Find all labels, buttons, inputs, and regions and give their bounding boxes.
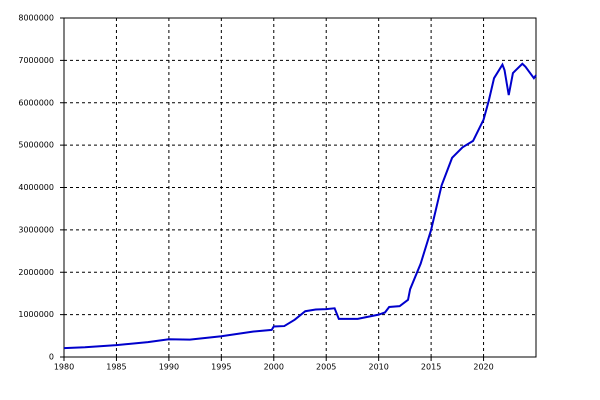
x-tick-label: 2005	[316, 363, 336, 372]
y-tick-label: 5000000	[18, 141, 54, 150]
y-tick-label: 4000000	[18, 183, 54, 192]
y-tick-label: 7000000	[18, 56, 54, 65]
data-line	[63, 62, 537, 350]
y-tick-label: 3000000	[18, 225, 54, 234]
x-tick-label: 2000	[264, 363, 284, 372]
x-tick-label: 2020	[473, 363, 493, 372]
y-tick-label: 2000000	[18, 268, 54, 277]
x-tick-label: 1995	[211, 363, 231, 372]
x-tick-label: 1980	[54, 363, 74, 372]
x-tick-label: 1990	[159, 363, 179, 372]
y-tick-label: 1000000	[18, 310, 54, 319]
x-tick-label: 2015	[421, 363, 441, 372]
y-tick-label: 0	[49, 353, 54, 362]
x-tick-label: 2010	[368, 363, 388, 372]
y-tick-label: 6000000	[18, 98, 54, 107]
y-tick-label: 8000000	[18, 14, 54, 23]
x-tick-label: 1985	[106, 363, 126, 372]
plot-border	[63, 17, 537, 358]
